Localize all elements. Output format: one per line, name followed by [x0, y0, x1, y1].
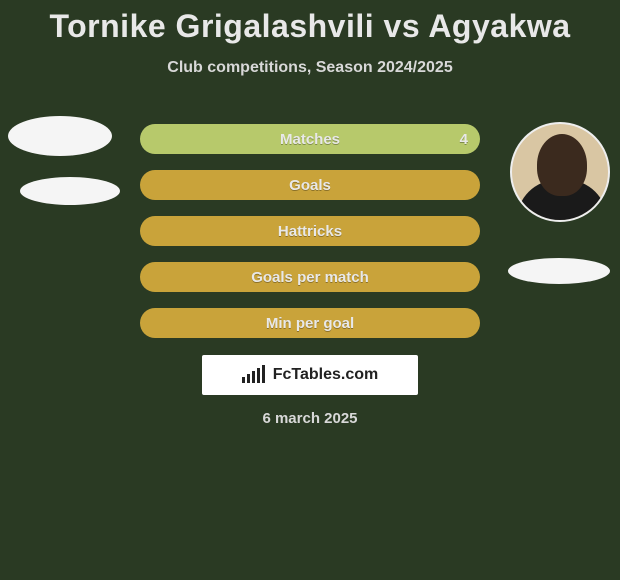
stat-row-goals: Goals — [140, 170, 480, 200]
stat-row-hattricks: Hattricks — [140, 216, 480, 246]
player-left-avatar — [8, 116, 112, 156]
stat-label: Goals per match — [251, 269, 369, 286]
stat-row-min-per-goal: Min per goal — [140, 308, 480, 338]
subtitle: Club competitions, Season 2024/2025 — [0, 59, 620, 77]
stat-label: Min per goal — [266, 315, 354, 332]
stat-row-goals-per-match: Goals per match — [140, 262, 480, 292]
date-text: 6 march 2025 — [0, 410, 620, 427]
page-title: Tornike Grigalashvili vs Agyakwa — [0, 0, 620, 45]
stat-label: Hattricks — [278, 223, 342, 240]
logo-text: FcTables.com — [273, 366, 379, 384]
player-right-ellipse — [508, 258, 610, 284]
bars-icon — [242, 367, 267, 383]
avatar-head — [537, 134, 587, 196]
stats-container: Matches 4 Goals Hattricks Goals per matc… — [140, 124, 480, 354]
player-left-ellipse — [20, 177, 120, 205]
stat-right-value: 4 — [460, 131, 468, 148]
player-right-avatar — [510, 122, 610, 222]
stat-row-matches: Matches 4 — [140, 124, 480, 154]
stat-label: Goals — [289, 177, 331, 194]
stat-label: Matches — [280, 131, 340, 148]
site-logo: FcTables.com — [202, 355, 418, 395]
